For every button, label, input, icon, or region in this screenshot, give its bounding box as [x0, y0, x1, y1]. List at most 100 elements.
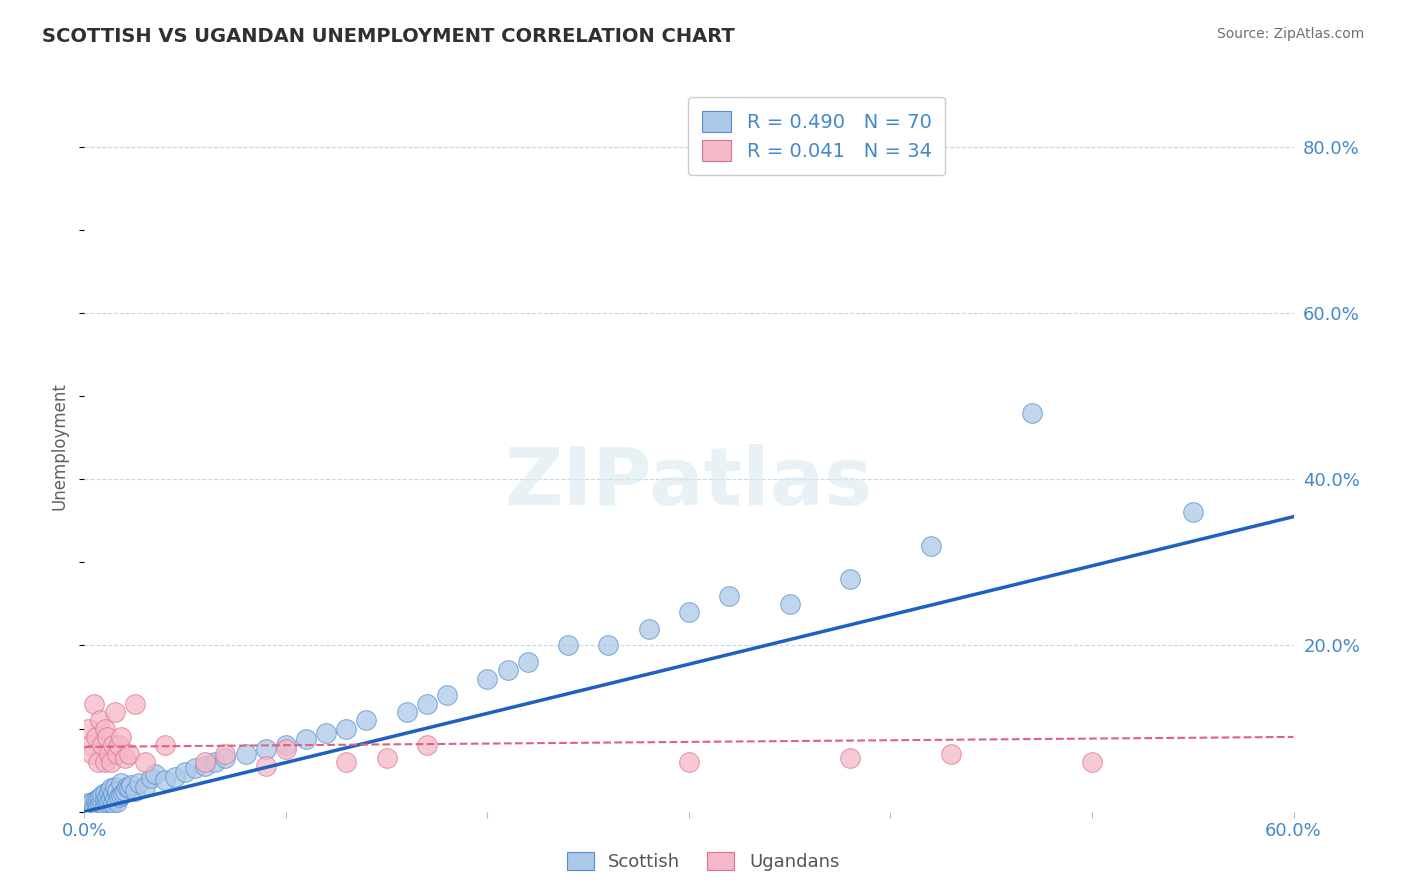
Point [87, 755, 110, 769]
Point [235, 747, 257, 761]
Point [101, 738, 124, 752]
Point [165, 770, 187, 784]
Point [110, 775, 132, 789]
Point [107, 789, 129, 804]
Point [79, 738, 101, 752]
Point [104, 780, 127, 794]
Point [194, 759, 217, 773]
Point [101, 787, 124, 801]
Point [89, 789, 111, 804]
Point [86, 793, 108, 807]
Point [100, 781, 122, 796]
Point [436, 689, 458, 703]
Point [83, 697, 105, 711]
Point [779, 597, 801, 611]
Point [678, 605, 700, 619]
Point [93, 787, 115, 801]
Point [105, 747, 128, 761]
Point [115, 780, 138, 794]
Point [128, 775, 150, 789]
Point [718, 589, 741, 603]
Y-axis label: Unemployment: Unemployment [51, 382, 69, 510]
Point [93, 755, 115, 769]
Point [93, 792, 115, 806]
Point [118, 747, 141, 761]
Point [839, 750, 862, 764]
Point [335, 755, 357, 769]
Point [1081, 755, 1104, 769]
Point [174, 764, 197, 779]
Point [315, 725, 337, 739]
Point [214, 750, 236, 764]
Point [91, 795, 114, 809]
Point [86, 797, 108, 812]
Point [1021, 406, 1043, 420]
Point [97, 747, 120, 761]
Text: SCOTTISH VS UGANDAN UNEMPLOYMENT CORRELATION CHART: SCOTTISH VS UGANDAN UNEMPLOYMENT CORRELA… [42, 27, 735, 45]
Point [194, 755, 217, 769]
Point [153, 773, 176, 788]
Point [124, 784, 146, 798]
Point [82, 795, 104, 809]
Point [89, 714, 111, 728]
Point [87, 798, 110, 813]
Point [939, 747, 962, 761]
Point [637, 622, 659, 636]
Point [105, 784, 128, 798]
Point [118, 781, 141, 796]
Point [97, 795, 120, 809]
Point [184, 762, 207, 776]
Point [114, 750, 136, 764]
Point [96, 789, 118, 804]
Point [153, 738, 176, 752]
Point [91, 738, 114, 752]
Point [134, 780, 156, 794]
Point [598, 639, 620, 653]
Point [83, 799, 105, 814]
Point [104, 705, 127, 719]
Point [77, 722, 100, 736]
Point [87, 792, 110, 806]
Point [395, 705, 418, 719]
Legend: Scottish, Ugandans: Scottish, Ugandans [560, 845, 846, 879]
Point [356, 714, 378, 728]
Point [416, 697, 439, 711]
Point [96, 730, 118, 744]
Point [100, 792, 122, 806]
Point [104, 792, 127, 806]
Point [82, 747, 104, 761]
Point [134, 755, 156, 769]
Point [557, 639, 579, 653]
Point [335, 722, 357, 736]
Point [139, 772, 162, 786]
Point [516, 655, 538, 669]
Point [204, 755, 226, 769]
Point [416, 738, 439, 752]
Point [101, 797, 124, 811]
Point [97, 784, 120, 798]
Point [1181, 506, 1204, 520]
Point [295, 731, 318, 746]
Point [77, 797, 100, 811]
Point [678, 755, 700, 769]
Point [920, 539, 942, 553]
Point [477, 672, 499, 686]
Text: ZIPatlas: ZIPatlas [505, 443, 873, 522]
Point [496, 664, 519, 678]
Legend: R = 0.490   N = 70, R = 0.041   N = 34: R = 0.490 N = 70, R = 0.041 N = 34 [689, 97, 945, 175]
Point [79, 798, 101, 813]
Point [143, 767, 166, 781]
Text: Source: ZipAtlas.com: Source: ZipAtlas.com [1216, 27, 1364, 41]
Point [96, 797, 118, 811]
Point [105, 795, 128, 809]
Point [120, 778, 142, 792]
Point [93, 798, 115, 813]
Point [254, 759, 277, 773]
Point [86, 730, 108, 744]
Point [375, 750, 398, 764]
Point [100, 755, 122, 769]
Point [110, 788, 132, 802]
Point [114, 784, 136, 798]
Point [254, 742, 277, 756]
Point [110, 730, 132, 744]
